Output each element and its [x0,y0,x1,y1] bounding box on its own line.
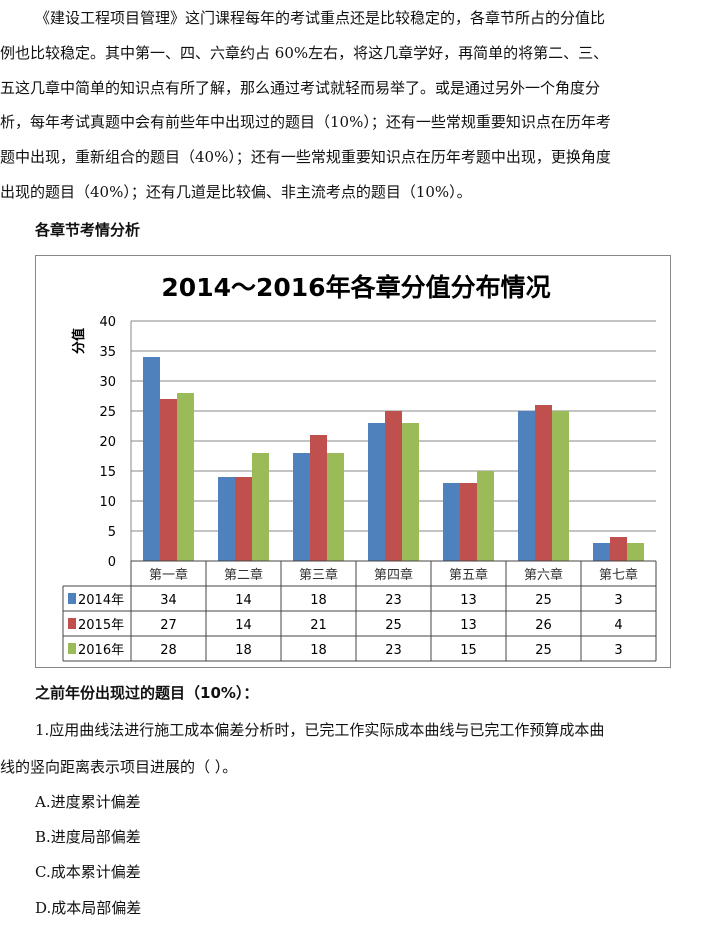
legend-label: 2014年 [78,593,124,608]
bar-2016年-第六章 [552,411,569,561]
intro-line: 出现的题目（40%）；还有几道是比较偏、非主流考点的题目（10%）。 [0,183,472,201]
bar-2014年-第一章 [143,357,160,561]
intro-line: 例也比较稳定。其中第一、四、六章约占 60%左右，将这几章学好，再简单的将第二、… [0,44,609,62]
bar-2016年-第二章 [252,453,269,561]
data-table-cell: 25 [535,593,552,608]
data-table-cell: 13 [460,593,477,608]
question-line: 1.应用曲线法进行施工成本偏差分析时，已完工作实际成本曲线与已完工作预算成本曲 [35,721,605,739]
intro-line: 析，每年考试真题中会有前些年中出现过的题目（10%）；还有一些常规重要知识点在历… [0,113,611,131]
data-table-cell: 26 [535,618,552,633]
x-category-label: 第六章 [524,567,563,583]
data-table-cell: 23 [385,593,402,608]
option-b: B.进度局部偏差 [35,828,141,846]
x-category-label: 第七章 [599,567,638,583]
bar-2015年-第二章 [235,477,252,561]
x-category-label: 第四章 [374,567,413,583]
y-tick-label: 25 [99,405,116,420]
x-category-label: 第一章 [149,567,188,583]
y-tick-label: 30 [99,375,116,390]
bar-2014年-第四章 [368,423,385,561]
bar-2014年-第三章 [293,453,310,561]
bar-2014年-第五章 [443,483,460,561]
x-category-label: 第三章 [299,567,338,583]
bar-2014年-第二章 [218,477,235,561]
bar-2015年-第五章 [460,483,477,561]
intro-line: 《建设工程项目管理》这门课程每年的考试重点还是比较稳定的，各章节所占的分值比 [35,9,606,27]
data-table-cell: 14 [235,593,252,608]
legend-swatch-2016年 [68,643,76,654]
bar-2016年-第一章 [177,393,194,561]
x-category-label: 第二章 [224,567,263,583]
bar-2016年-第四章 [402,423,419,561]
data-table-cell: 18 [310,643,327,658]
data-table-cell: 25 [535,643,552,658]
legend-swatch-2014年 [68,593,76,604]
legend-label: 2015年 [78,618,124,633]
y-tick-label: 5 [108,525,116,540]
data-table-cell: 13 [460,618,477,633]
bar-2014年-第六章 [518,411,535,561]
bar-chart: 2014～2016年各章分值分布情况 分值 0 5 10 15 20 25 30 35 40 第一… [62,273,657,662]
section-heading: 各章节考情分析 [35,221,141,239]
data-table-cell: 14 [235,618,252,633]
data-table-cell: 28 [160,643,177,658]
chart-container: 2014～2016年各章分值分布情况 分值 0 5 10 15 20 25 30 35 40 第一… [35,255,671,668]
y-tick-label: 15 [99,465,116,480]
bar-2016年-第七章 [627,543,644,561]
y-tick-label: 40 [99,315,116,330]
data-table-cell: 3 [614,643,622,658]
y-tick-label: 0 [108,555,116,570]
data-table-cell: 15 [460,643,477,658]
bar-2016年-第三章 [327,453,344,561]
legend-swatch-2015年 [68,618,76,629]
option-d: D.成本局部偏差 [35,899,142,917]
intro-line: 五这几章中简单的知识点有所了解，那么通过考试就轻而易举了。或是通过另外一个角度分 [0,79,601,97]
data-table-cell: 4 [614,618,622,633]
question-section-heading: 之前年份出现过的题目（10%）： [35,684,259,702]
bar-2015年-第七章 [610,537,627,561]
legend-label: 2016年 [78,643,124,658]
option-c: C.成本累计偏差 [35,863,141,881]
data-table-cell: 25 [385,618,402,633]
x-category-label: 第五章 [449,567,488,583]
bar-2015年-第四章 [385,411,402,561]
y-tick-label: 20 [99,435,116,450]
y-axis-label: 分值 [71,328,87,354]
bar-2015年-第一章 [160,399,177,561]
bar-2016年-第五章 [477,471,494,561]
bar-2014年-第七章 [593,543,610,561]
bar-2015年-第三章 [310,435,327,561]
intro-line: 题中出现，重新组合的题目（40%）；还有一些常规重要知识点在历年考题中出现，更换… [0,148,611,166]
data-table-cell: 23 [385,643,402,658]
data-table-cell: 21 [310,618,327,633]
data-table-cell: 34 [160,593,177,608]
y-tick-label: 35 [99,345,116,360]
question-line: 线的竖向距离表示项目进展的（ ）。 [0,758,238,776]
y-tick-label: 10 [99,495,116,510]
option-a: A.进度累计偏差 [35,793,141,811]
bar-2015年-第六章 [535,405,552,561]
data-table-cell: 18 [235,643,252,658]
data-table-cell: 3 [614,593,622,608]
data-table-cell: 27 [160,618,177,633]
chart-title: 2014～2016年各章分值分布情况 [161,273,550,302]
data-table-cell: 18 [310,593,327,608]
